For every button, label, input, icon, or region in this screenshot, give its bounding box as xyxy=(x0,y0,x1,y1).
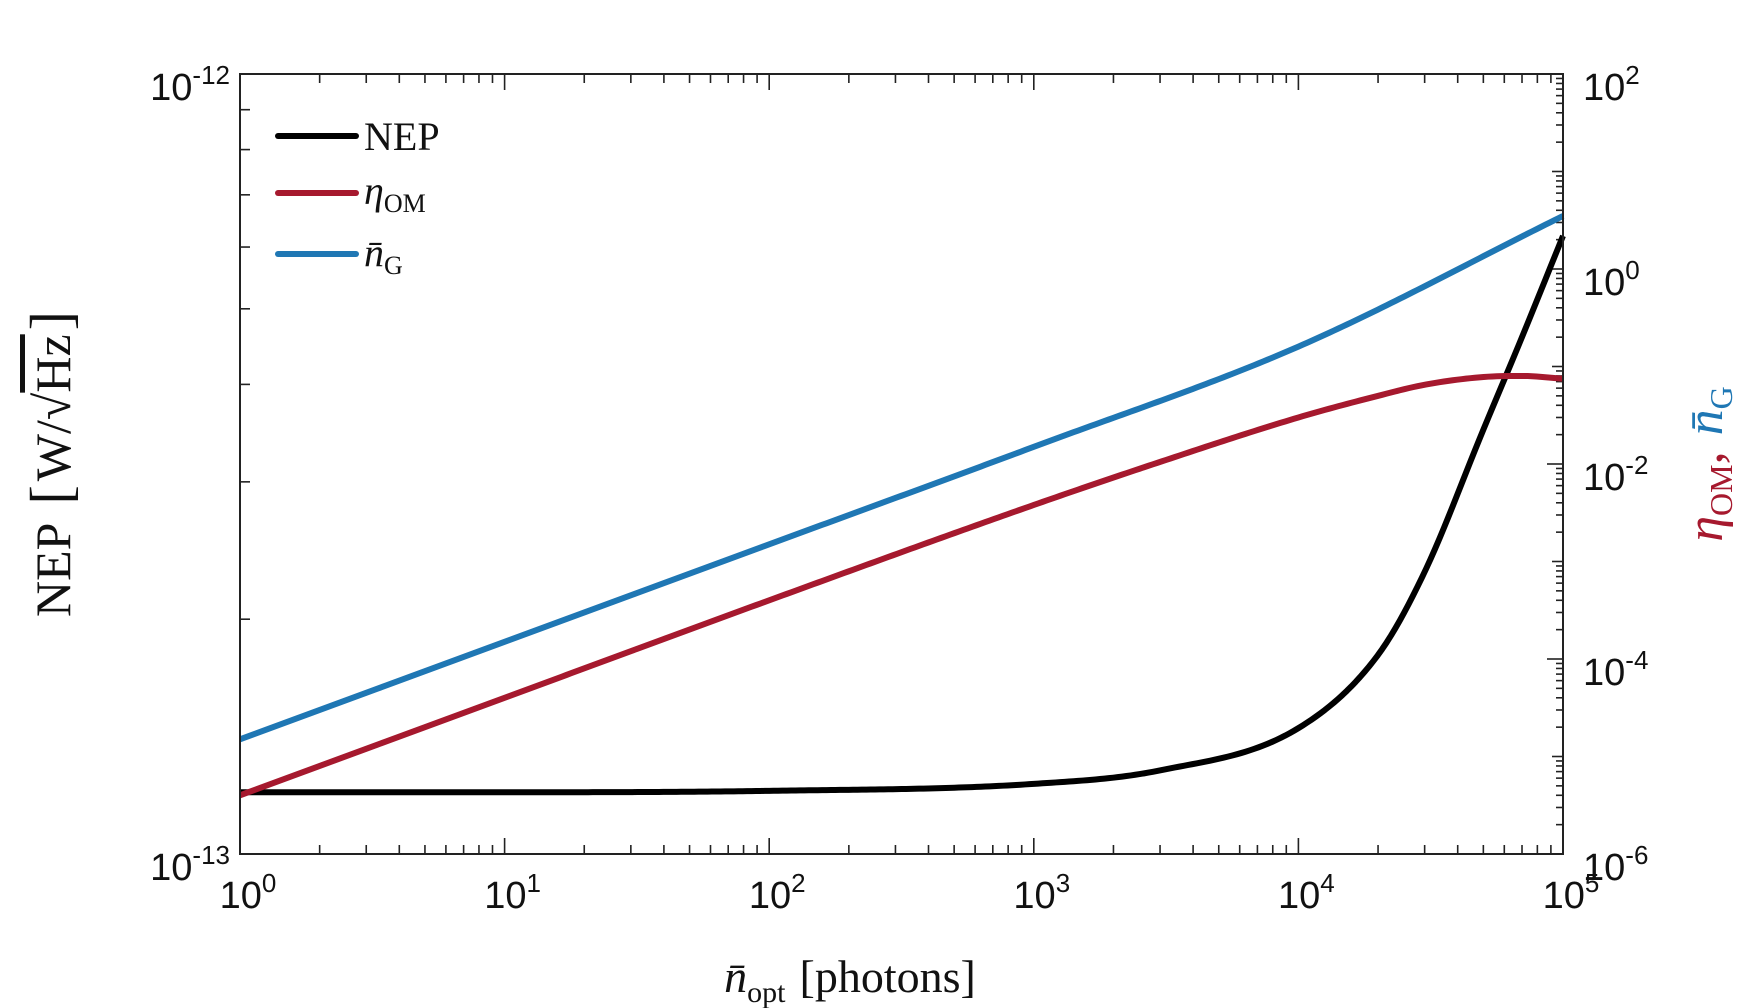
x-axis-label-sub: opt xyxy=(747,976,786,1008)
y-right-tick-label: 102 xyxy=(1583,60,1640,109)
y-left-label-main: NEP xyxy=(25,523,81,617)
x-tick-label: 104 xyxy=(1278,868,1335,917)
y-right-label-comma: , xyxy=(1677,451,1734,464)
svg-text:NEP: NEP xyxy=(364,114,440,159)
y-left-label-unit-hz: Hz xyxy=(25,334,81,392)
y-left-label-sqrt: √ xyxy=(25,392,81,420)
y-left-label-bracket-open: [ xyxy=(18,485,83,504)
legend-label-n-sub: G xyxy=(384,251,403,280)
y-right-axis-label: ηOM, n̄G xyxy=(1677,386,1737,541)
plot-area xyxy=(240,74,1563,854)
y-left-axis-label: NEP [ W/√Hz] xyxy=(18,311,83,617)
legend-item-nep: NEP xyxy=(275,114,440,159)
y-right-tick-label: 10-2 xyxy=(1583,450,1648,499)
minor-ticks xyxy=(240,74,1563,854)
eta-om-line xyxy=(238,372,1564,799)
x-tick-label: 100 xyxy=(220,868,277,917)
x-tick-label: 103 xyxy=(1013,868,1070,917)
y-right-label-n-sub: G xyxy=(1703,386,1737,409)
legend: NEP ηOM n̄G xyxy=(275,114,440,280)
legend-label-eta: η xyxy=(364,168,384,213)
y-right-tick-label: 10-6 xyxy=(1583,840,1648,889)
legend-label-nep: NEP xyxy=(364,114,440,159)
y-left-label-unit-w: W xyxy=(25,433,81,481)
x-tick-labels: 100 101 102 103 104 105 xyxy=(220,868,1600,917)
nep-line xyxy=(240,234,1566,796)
x-axis-label: n̄opt [photons] xyxy=(724,951,976,1008)
svg-text:ηOM,n̄G: ηOM, n̄G xyxy=(1677,386,1737,541)
y-left-label-slash: / xyxy=(25,420,81,434)
legend-item-n-g: n̄G xyxy=(275,230,403,280)
y-right-label-eta-sub: OM xyxy=(1703,464,1737,516)
svg-text:ηOM: ηOM xyxy=(364,168,426,218)
x-tick-label: 105 xyxy=(1543,868,1600,917)
y-left-tick-labels: 10-13 10-12 xyxy=(150,60,230,889)
y-left-tick-label: 10-12 xyxy=(150,60,230,109)
svg-text:NEP[W/√Hz]: NEP [ W/√Hz] xyxy=(18,311,83,617)
series-lines xyxy=(238,213,1566,799)
y-right-tick-label: 10-4 xyxy=(1583,645,1648,694)
y-right-tick-labels: 10-6 10-4 10-2 100 102 xyxy=(1583,60,1648,889)
legend-item-eta-om: ηOM xyxy=(275,168,426,218)
svg-text:n̄G: n̄G xyxy=(364,230,403,280)
x-tick-label: 102 xyxy=(749,868,806,917)
x-tick-label: 101 xyxy=(484,868,541,917)
y-left-label-bracket-close: ] xyxy=(18,311,83,330)
legend-label-eta-sub: OM xyxy=(384,189,426,218)
y-right-label-n: n̄ xyxy=(1677,409,1734,435)
n-g-line xyxy=(238,213,1565,743)
y-left-tick-label: 10-13 xyxy=(150,840,230,889)
y-right-label-eta: η xyxy=(1677,516,1734,542)
x-axis-label-main: n̄ xyxy=(724,951,747,1002)
legend-label-n: n̄ xyxy=(364,230,384,275)
y-right-tick-label: 100 xyxy=(1583,255,1640,304)
x-axis-label-unit: [photons] xyxy=(800,951,976,1002)
plot-frame xyxy=(239,73,1564,855)
